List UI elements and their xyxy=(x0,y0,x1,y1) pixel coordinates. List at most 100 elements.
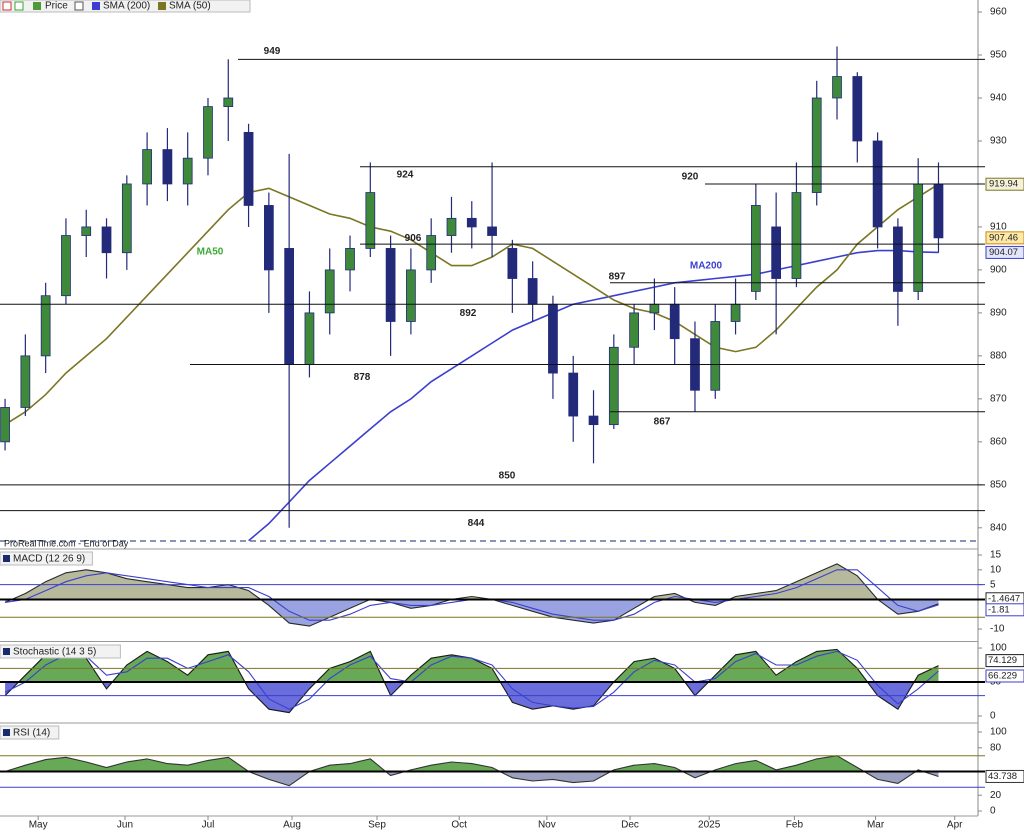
level-label: 878 xyxy=(354,372,371,383)
candle-body xyxy=(20,355,31,408)
y-tick-label: 900 xyxy=(990,265,1007,276)
candle-body xyxy=(811,97,822,193)
candle-body xyxy=(162,149,173,185)
value-tag xyxy=(985,769,1024,783)
value-tag-label: 43.738 xyxy=(988,771,1017,782)
x-tick-label: Oct xyxy=(451,820,467,831)
value-tag-label: 66.229 xyxy=(988,671,1017,682)
price-tag-label: 907.46 xyxy=(989,232,1018,243)
indicator-line xyxy=(4,650,939,710)
candle-body xyxy=(61,235,71,297)
annotation: MA200 xyxy=(690,261,723,272)
candle-body xyxy=(304,312,315,365)
panel-title: Stochastic (14 3 5) xyxy=(13,647,96,658)
candle-body xyxy=(669,303,680,340)
y-tick-label: 860 xyxy=(990,436,1007,447)
level-label: 924 xyxy=(397,169,414,180)
panel-title: MACD (12 26 9) xyxy=(13,554,85,565)
candle-body xyxy=(487,226,497,236)
candle-body xyxy=(40,295,51,357)
level-label: 844 xyxy=(468,518,485,529)
legend-price[interactable]: Price xyxy=(45,1,68,12)
title-icon xyxy=(3,648,10,655)
y-tick-label: 910 xyxy=(990,222,1007,233)
y-tick-label: 960 xyxy=(990,7,1007,18)
candle-body xyxy=(750,205,761,292)
candle-body xyxy=(81,226,92,236)
candle-body xyxy=(243,131,254,206)
y-tick-label: 880 xyxy=(990,351,1007,362)
x-tick-label: Aug xyxy=(283,820,301,831)
y-tick-label: 940 xyxy=(990,93,1007,104)
icon[interactable] xyxy=(2,1,12,11)
legend-sma50[interactable]: SMA (50) xyxy=(169,1,211,12)
candle-body xyxy=(629,312,639,348)
value-tag-label: -1.81 xyxy=(988,604,1010,615)
candle-body xyxy=(649,303,660,314)
candle-body xyxy=(548,303,558,374)
legend-sma200[interactable]: SMA (200) xyxy=(103,1,150,12)
candle-body xyxy=(406,269,416,322)
icon[interactable] xyxy=(74,1,84,11)
value-tag xyxy=(985,603,1024,617)
candle-body xyxy=(852,76,863,142)
icon[interactable] xyxy=(14,1,24,11)
candle-body xyxy=(791,192,802,279)
y-tick-label: 930 xyxy=(990,136,1007,147)
x-tick-label: Nov xyxy=(538,820,556,831)
candle-body xyxy=(324,269,335,314)
price-tag-label: 919.94 xyxy=(989,179,1018,190)
y-tick-label: 890 xyxy=(990,308,1007,319)
candle-body xyxy=(608,346,619,426)
candle-body xyxy=(203,106,213,159)
level-label: 897 xyxy=(609,271,626,282)
annotation: MA50 xyxy=(197,247,224,258)
candle-body xyxy=(832,76,842,99)
y-tick-label: 840 xyxy=(990,522,1007,533)
header-legend: Price SMA (200) SMA (50) xyxy=(0,0,251,13)
y-tick-label: 100 xyxy=(990,727,1007,738)
area-up xyxy=(5,649,939,683)
value-tag-label: 74.129 xyxy=(988,655,1017,666)
y-tick-label: 10 xyxy=(990,564,1002,575)
plot-area xyxy=(0,46,944,787)
title-box xyxy=(0,644,121,659)
indicator-line xyxy=(4,563,939,627)
candle-body xyxy=(771,226,782,279)
y-tick-label: 850 xyxy=(990,479,1007,490)
area-up xyxy=(5,755,924,772)
candle-body xyxy=(284,248,295,365)
x-tick-label: Jul xyxy=(202,820,215,831)
candle-body xyxy=(121,183,132,254)
candle-body xyxy=(893,226,903,292)
y-tick-label: 950 xyxy=(990,50,1007,61)
level-label: 949 xyxy=(264,46,281,57)
price-tag xyxy=(985,245,1024,259)
value-tag xyxy=(985,669,1024,683)
x-tick-label: Apr xyxy=(947,820,963,831)
y-tick-label: 870 xyxy=(990,393,1007,404)
candle-body xyxy=(527,278,538,305)
candle-body xyxy=(933,183,944,239)
candle-body xyxy=(466,217,477,228)
title-box xyxy=(0,551,93,566)
sma200-swatch xyxy=(92,2,100,10)
candle-body xyxy=(0,407,10,443)
candle-body xyxy=(263,205,274,271)
candle-body xyxy=(568,372,579,417)
title-box xyxy=(0,725,60,740)
x-tick-label: Feb xyxy=(786,820,804,831)
price-swatch xyxy=(33,2,41,10)
x-tick-label: Dec xyxy=(621,820,639,831)
y-tick-label: 20 xyxy=(990,790,1002,801)
candle-body xyxy=(507,248,518,279)
x-tick-label: Jun xyxy=(117,820,133,831)
candle-body xyxy=(365,192,376,249)
x-tick-label: Mar xyxy=(867,820,885,831)
title-icon xyxy=(3,555,10,562)
y-tick-label: -10 xyxy=(990,624,1005,635)
value-tag-label: -1.4647 xyxy=(988,593,1020,604)
candle-body xyxy=(426,235,437,271)
sma-line xyxy=(4,183,939,426)
